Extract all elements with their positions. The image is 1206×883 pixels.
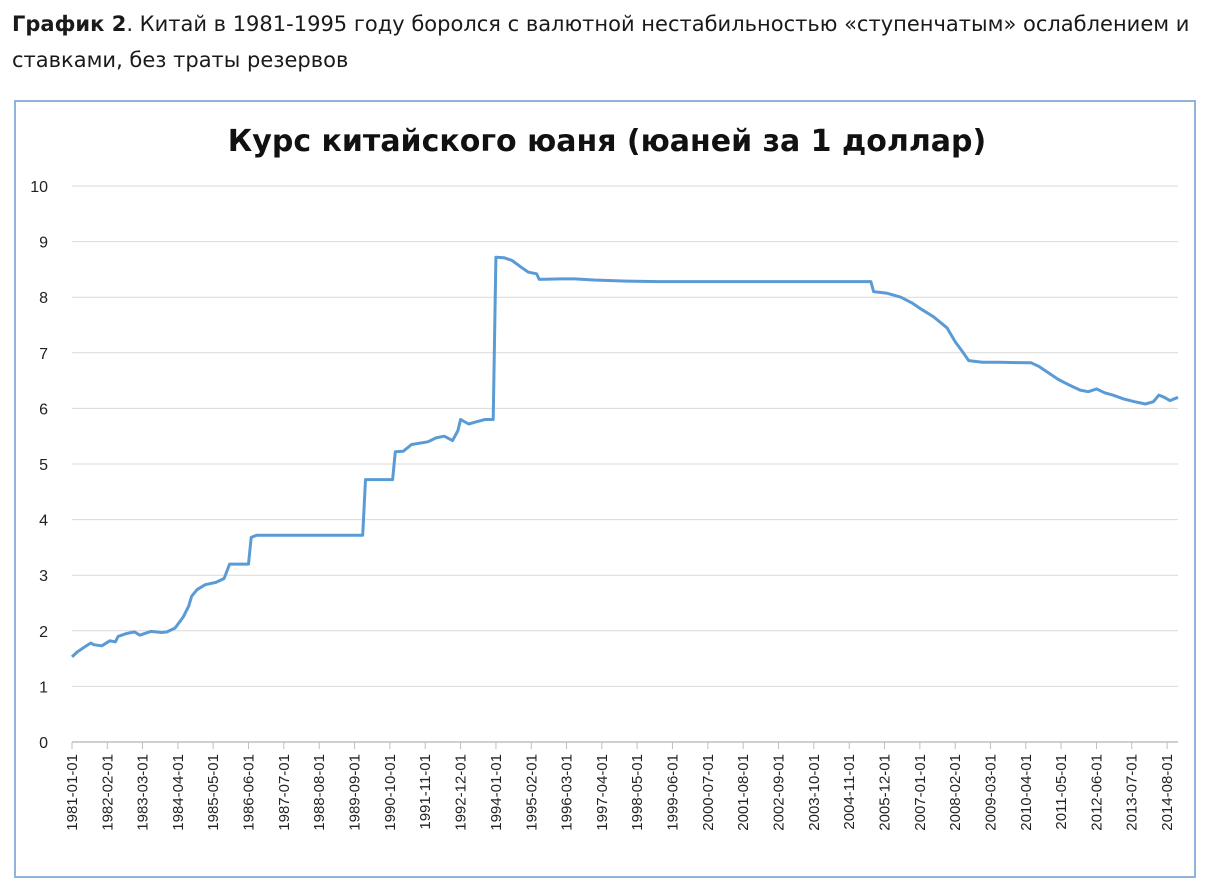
- x-tick-label: 1991-11-01: [417, 754, 434, 830]
- x-tick-label: 1988-08-01: [311, 754, 328, 831]
- y-tick-label: 2: [39, 624, 48, 641]
- x-tick-label: 2000-07-01: [700, 754, 717, 831]
- series-group: [70, 255, 1179, 658]
- y-tick-label: 0: [39, 735, 48, 752]
- x-tick-label: 2005-12-01: [877, 754, 894, 831]
- x-tick-label: 1997-04-01: [594, 754, 611, 831]
- x-tick-label: 2004-11-01: [841, 754, 858, 830]
- x-tick-label: 1986-06-01: [241, 754, 258, 831]
- y-tick-label: 6: [39, 401, 48, 418]
- x-tick-label: 1998-05-01: [629, 754, 646, 831]
- x-tick-label: 1994-01-01: [488, 754, 505, 831]
- y-tick-label: 9: [39, 235, 48, 252]
- x-tick-label: 1984-04-01: [170, 754, 187, 831]
- y-axis-ticks: 0 1 2 3 4 5 6 7 8 9 10: [30, 179, 48, 752]
- x-tick-label: 2007-01-01: [912, 754, 929, 831]
- x-tick-label: 1983-03-01: [134, 754, 151, 831]
- y-tick-label: 10: [30, 179, 48, 196]
- x-tick-label: 2002-09-01: [771, 754, 788, 831]
- x-tick-label: 2011-05-01: [1053, 754, 1070, 830]
- x-tick-label: 1992-12-01: [453, 754, 470, 831]
- x-tick-label: 1982-02-01: [99, 754, 116, 831]
- y-tick-label: 3: [39, 568, 48, 585]
- x-tick-label: 2012-06-01: [1088, 754, 1105, 831]
- series-line: [70, 255, 1179, 658]
- y-tick-label: 4: [39, 513, 48, 530]
- y-tick-label: 7: [39, 346, 48, 363]
- x-tick-label: 2014-08-01: [1159, 754, 1176, 831]
- x-tick-label: 1989-09-01: [347, 754, 364, 831]
- y-tick-label: 5: [39, 457, 48, 474]
- x-tick-label: 1995-02-01: [523, 754, 540, 831]
- y-tick-label: 1: [39, 679, 48, 696]
- x-tick-label: 2013-07-01: [1124, 754, 1141, 831]
- x-tick-label: 1987-07-01: [276, 754, 293, 831]
- x-tick-label: 1996-03-01: [558, 754, 575, 831]
- x-tick-label: 2010-04-01: [1018, 754, 1035, 831]
- chart-title: Курс китайского юаня (юаней за 1 доллар): [228, 124, 986, 159]
- x-tick-label: 2003-10-01: [806, 754, 823, 831]
- x-tick-label: 2008-02-01: [947, 754, 964, 831]
- caption-text: . Китай в 1981-1995 году боролся с валют…: [12, 12, 1190, 72]
- x-tick-label: 2001-08-01: [735, 754, 752, 831]
- x-tick-label: 1990-10-01: [382, 754, 399, 831]
- x-axis: 1981-01-01 1982-02-01 1983-03-01 1984-04-01…: [64, 741, 1178, 831]
- figure-caption: График 2. Китай в 1981-1995 году боролся…: [12, 6, 1192, 78]
- x-tick-label: 1999-06-01: [664, 754, 681, 831]
- chart-frame: [14, 100, 1196, 878]
- caption-label: График 2: [12, 12, 127, 36]
- x-tick-label: 2009-03-01: [982, 754, 999, 831]
- grid-lines: [72, 185, 1178, 687]
- y-tick-label: 8: [39, 290, 48, 307]
- x-tick-label: 1981-01-01: [64, 754, 81, 831]
- x-tick-label: 1985-05-01: [205, 754, 222, 831]
